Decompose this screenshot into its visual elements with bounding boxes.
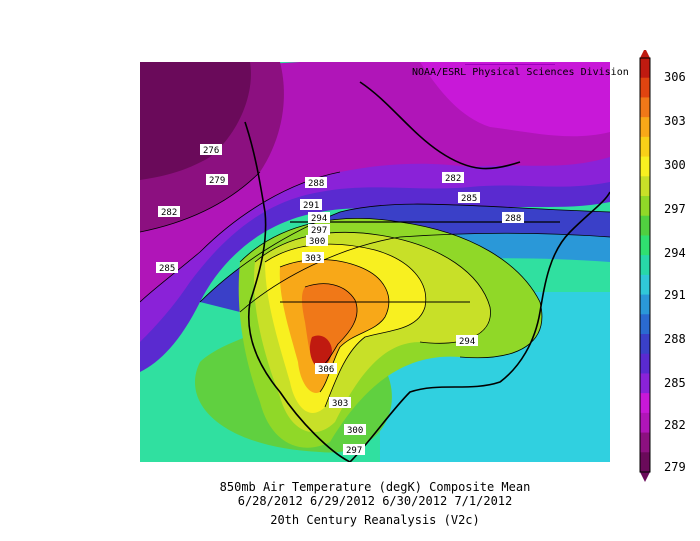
colorbar-segment: [640, 274, 650, 296]
colorbar-segment: [640, 176, 650, 197]
colorbar-segment: [640, 393, 650, 414]
contour-label: 291: [300, 199, 322, 211]
band-291: [240, 233, 610, 322]
colorbar-tick-303: 303: [664, 114, 686, 128]
contour-label-text: 306: [318, 365, 334, 375]
contour-label-text: 288: [308, 179, 324, 189]
colorbar-segment: [640, 373, 650, 394]
colorbar-segment: [640, 255, 650, 276]
contour-label: 297: [308, 224, 330, 236]
colorbar-tick-294: 294: [664, 246, 686, 260]
contour-label-text: 285: [461, 194, 477, 204]
labrador-cool: [420, 62, 610, 137]
colorbar-segment: [640, 136, 650, 158]
colorbar-segment: [640, 412, 650, 434]
colorbar-bottom-arrow: [640, 472, 650, 482]
colorbar-segment: [640, 117, 650, 138]
contour-label: 300: [306, 235, 328, 247]
colorbar-segment: [640, 432, 650, 453]
contour-label-text: 297: [346, 446, 362, 456]
colorbar-segment: [640, 77, 650, 98]
contour-label: 294: [456, 335, 478, 347]
contour-label: 303: [329, 397, 351, 409]
credit-underline: [465, 64, 555, 65]
colorbar-segment: [640, 156, 650, 177]
contour-label: 300: [344, 424, 366, 436]
colorbar-segment: [640, 215, 650, 236]
colorbar-segment: [640, 353, 650, 374]
temperature-map: 276 279 282 285 288 291 294 297 300 303 …: [140, 62, 610, 462]
colorbar-segment: [640, 196, 650, 217]
colorbar-frame: [639, 57, 651, 473]
colorbar-segment: [640, 294, 650, 315]
contour-label: 279: [206, 174, 228, 186]
map-svg: 276 279 282 285 288 291 294 297 300 303 …: [140, 62, 610, 462]
colorbar: [639, 50, 651, 482]
contour-label: 303: [302, 252, 324, 264]
contour-label: 282: [442, 172, 464, 184]
contour-label-text: 303: [305, 254, 321, 264]
colorbar-top-arrow: [640, 50, 650, 58]
caption-dataset: 20th Century Reanalysis (V2c): [270, 513, 480, 527]
contour-label: 282: [158, 206, 180, 218]
contour-label: 285: [458, 192, 480, 204]
contour-label: 294: [308, 212, 330, 224]
contour-label-text: 303: [332, 399, 348, 409]
contour-label-text: 294: [311, 214, 327, 224]
contour-label-text: 300: [347, 426, 363, 436]
colorbar-segment: [640, 58, 650, 79]
contour-label-text: 282: [445, 174, 461, 184]
colorbar-tick-297: 297: [664, 202, 686, 216]
colorbar-segment: [640, 97, 650, 118]
colorbar-segment: [640, 334, 650, 355]
caption-dates: 6/28/2012 6/29/2012 6/30/2012 7/1/2012: [237, 494, 513, 508]
colorbar-tick-306: 306: [664, 70, 686, 84]
contour-label-text: 288: [505, 214, 521, 224]
contour-label-text: 294: [459, 337, 475, 347]
colorbar-segment: [640, 235, 650, 256]
colorbar-tick-291: 291: [664, 288, 686, 302]
credit-text: NOAA/ESRL Physical Sciences Division: [412, 67, 629, 78]
colorbar-tick-282: 282: [664, 418, 686, 432]
contour-label: 276: [200, 144, 222, 156]
caption-title: 850mb Air Temperature (degK) Composite M…: [219, 480, 531, 494]
colorbar-tick-288: 288: [664, 332, 686, 346]
contour-label-text: 291: [303, 201, 319, 211]
contour-label-text: 297: [311, 226, 327, 236]
contour-label: 297: [343, 444, 365, 456]
contour-label: 288: [502, 212, 524, 224]
colorbar-segments: [640, 58, 650, 473]
contour-label-group: 276 279 282 285 288 291 294 297 300 303 …: [156, 144, 524, 456]
contour-label: 285: [156, 262, 178, 274]
cool-core: [140, 62, 251, 180]
colorbar-segment: [640, 314, 650, 335]
colorbar-segment: [640, 452, 650, 473]
colorbar-tick-279: 279: [664, 460, 686, 474]
contour-label-text: 279: [209, 176, 225, 186]
colorbar-tick-300: 300: [664, 158, 686, 172]
contour-label-text: 282: [161, 208, 177, 218]
contour-label: 288: [305, 177, 327, 189]
hot-core: [309, 335, 332, 368]
contour-label-text: 300: [309, 237, 325, 247]
contour-label-text: 285: [159, 264, 175, 274]
colorbar-tick-285: 285: [664, 376, 686, 390]
contour-label: 306: [315, 363, 337, 375]
contour-label-text: 276: [203, 146, 219, 156]
